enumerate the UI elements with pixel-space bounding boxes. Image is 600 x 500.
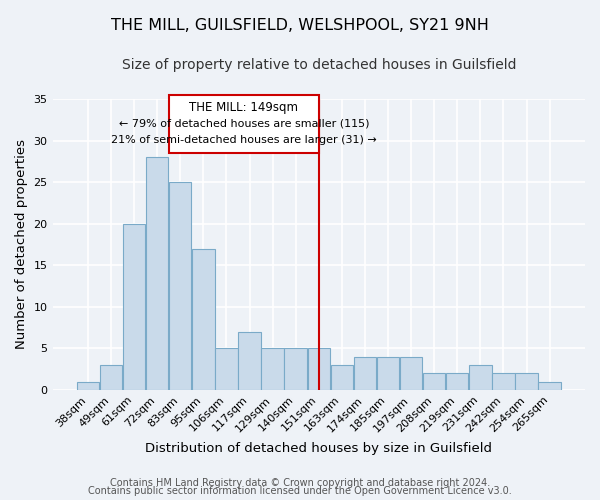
Title: Size of property relative to detached houses in Guilsfield: Size of property relative to detached ho… — [122, 58, 516, 71]
Bar — [377, 356, 399, 390]
Bar — [169, 182, 191, 390]
Bar — [169, 95, 319, 153]
Text: Contains public sector information licensed under the Open Government Licence v3: Contains public sector information licen… — [88, 486, 512, 496]
Text: THE MILL, GUILSFIELD, WELSHPOOL, SY21 9NH: THE MILL, GUILSFIELD, WELSHPOOL, SY21 9N… — [111, 18, 489, 32]
Bar — [354, 356, 376, 390]
Text: 21% of semi-detached houses are larger (31) →: 21% of semi-detached houses are larger (… — [111, 136, 377, 145]
Bar — [238, 332, 261, 390]
Bar — [492, 373, 515, 390]
Bar — [515, 373, 538, 390]
X-axis label: Distribution of detached houses by size in Guilsfield: Distribution of detached houses by size … — [145, 442, 492, 455]
Y-axis label: Number of detached properties: Number of detached properties — [15, 140, 28, 350]
Bar — [446, 373, 469, 390]
Bar — [192, 248, 215, 390]
Bar — [538, 382, 561, 390]
Bar — [308, 348, 330, 390]
Text: ← 79% of detached houses are smaller (115): ← 79% of detached houses are smaller (11… — [119, 119, 369, 129]
Bar — [77, 382, 99, 390]
Bar — [331, 365, 353, 390]
Bar — [262, 348, 284, 390]
Bar — [100, 365, 122, 390]
Text: THE MILL: 149sqm: THE MILL: 149sqm — [189, 101, 298, 114]
Bar — [215, 348, 238, 390]
Bar — [123, 224, 145, 390]
Text: Contains HM Land Registry data © Crown copyright and database right 2024.: Contains HM Land Registry data © Crown c… — [110, 478, 490, 488]
Bar — [469, 365, 491, 390]
Bar — [400, 356, 422, 390]
Bar — [423, 373, 445, 390]
Bar — [284, 348, 307, 390]
Bar — [146, 157, 169, 390]
